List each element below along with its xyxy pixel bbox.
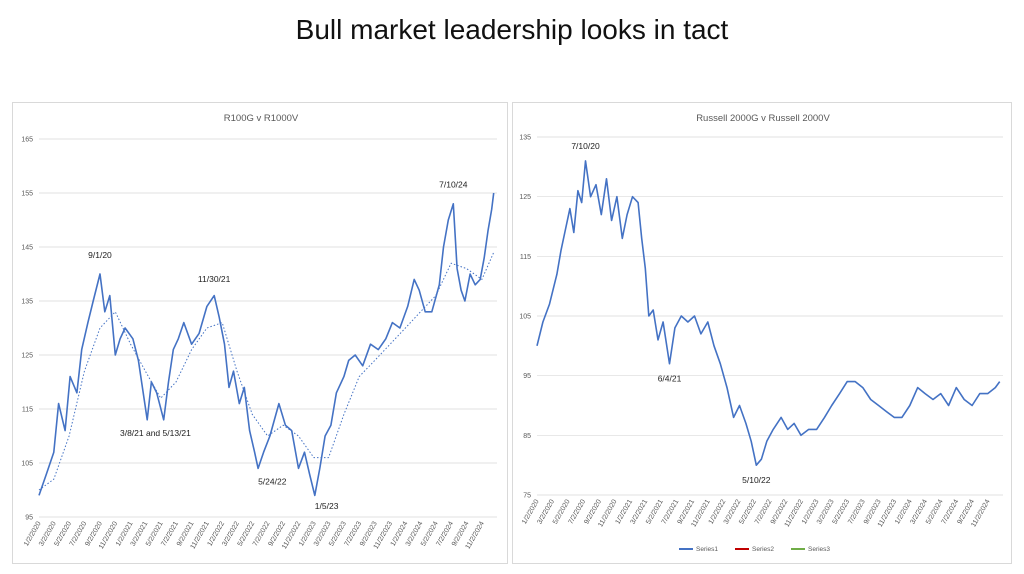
y-tick-label: 135 — [21, 299, 33, 306]
y-tick-label: 125 — [21, 353, 33, 360]
annotation-label: 9/1/20 — [88, 250, 112, 260]
y-tick-label: 115 — [520, 254, 531, 261]
legend-label: Series2 — [752, 546, 774, 553]
chart-panel-r1000: R100G v R1000V 95 105 115 125 135 145 155 165 1/2… — [12, 102, 508, 564]
legend-label: Series1 — [696, 546, 718, 553]
chart-r2000g-vs-r2000v: Russell 2000G v Russell 2000V 75 85 95 105 11… — [519, 113, 1003, 553]
y-tick-label: 115 — [22, 407, 33, 414]
y-tick-label: 105 — [519, 314, 531, 321]
annotation-label: 6/4/21 — [658, 374, 682, 384]
y-tick-label: 135 — [519, 135, 531, 142]
annotation-label: 5/24/22 — [258, 477, 287, 487]
annotation-label: 1/5/23 — [315, 501, 339, 511]
y-tick-label: 125 — [519, 194, 531, 201]
y-tick-label: 155 — [21, 191, 33, 198]
chart-r1000g-vs-r1000v: R100G v R1000V951051151251351451551651/2… — [21, 113, 497, 551]
chart-panel-r2000: Russell 2000G v Russell 2000V 75 85 95 105 11… — [512, 102, 1012, 564]
chart-title: Russell 2000G v Russell 2000V — [696, 113, 830, 124]
annotation-label: 7/10/24 — [439, 180, 468, 190]
y-tick-label: 85 — [523, 433, 531, 440]
y-tick-label: 95 — [25, 515, 33, 522]
annotation-label: 11/30/21 — [198, 274, 231, 284]
y-tick-label: 95 — [523, 373, 531, 380]
annotation-label: 7/10/20 — [571, 141, 600, 151]
chart-title: R100G v R1000V — [224, 113, 299, 124]
moving-average-line — [38, 252, 495, 491]
annotation-label: 5/10/22 — [742, 475, 771, 485]
y-tick-label: 165 — [21, 137, 33, 144]
annotation-label: 3/8/21 and 5/13/21 — [120, 428, 191, 438]
page-title: Bull market leadership looks in tact — [295, 14, 729, 45]
y-tick-label: 145 — [21, 245, 33, 252]
y-tick-label: 75 — [523, 493, 531, 500]
series-line-1 — [38, 192, 495, 497]
legend-label: Series3 — [808, 546, 830, 553]
y-tick-label: 105 — [21, 461, 33, 468]
series-line-1 — [536, 160, 1001, 467]
